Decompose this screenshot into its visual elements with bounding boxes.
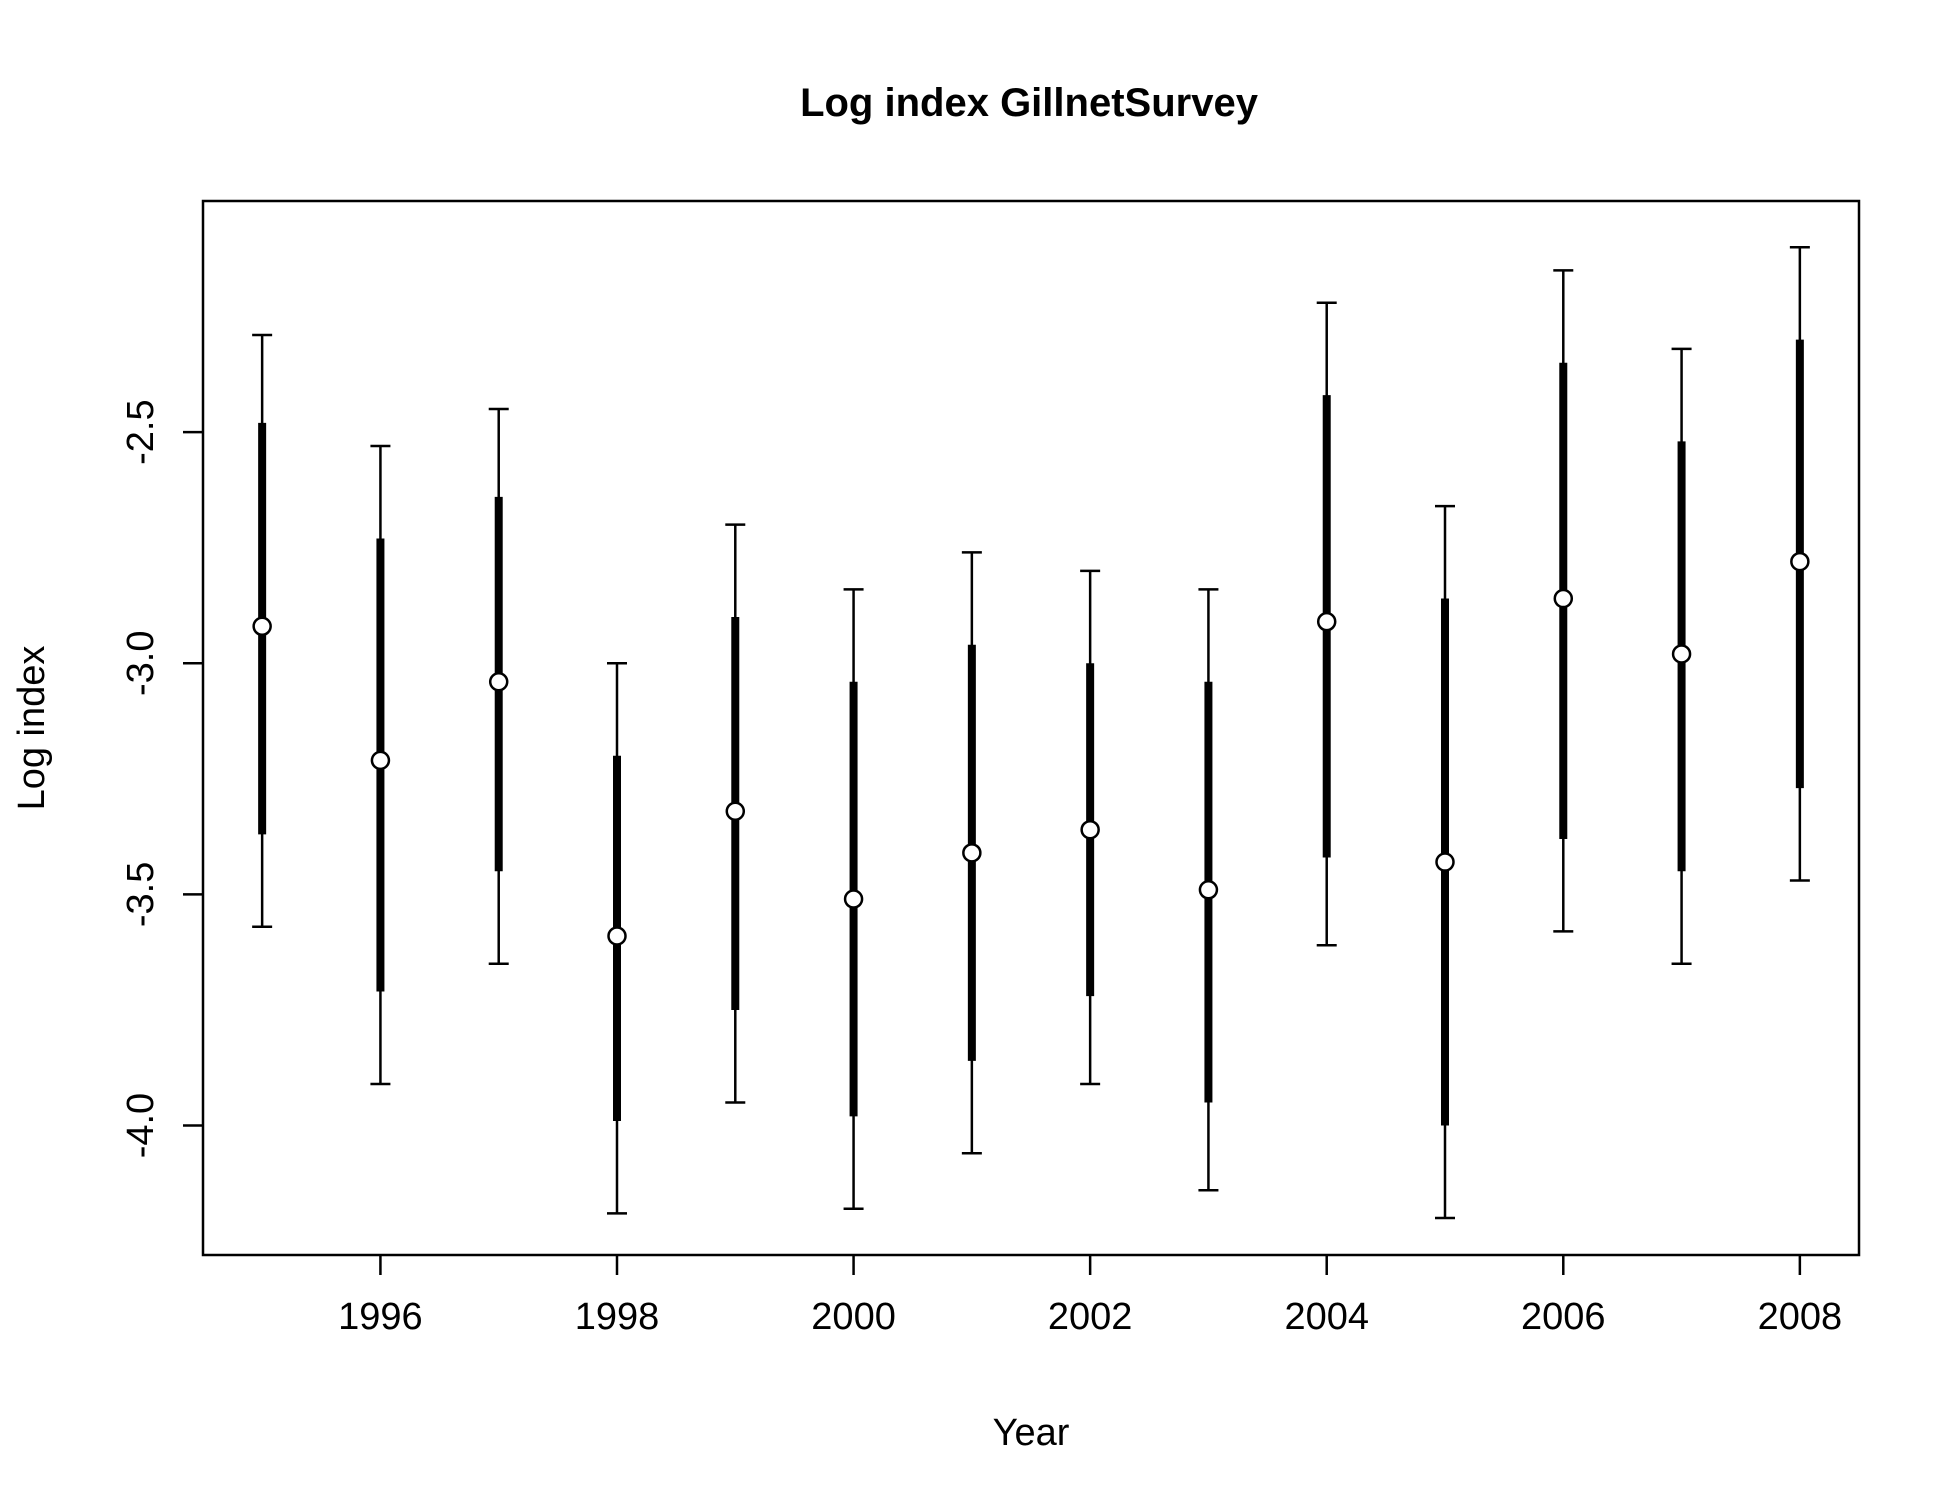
x-axis: 1996 1998 2000 2002 2004 2006 2008 <box>338 1255 1842 1338</box>
estimate-point <box>1553 588 1574 609</box>
estimate-point <box>488 672 509 692</box>
estimate-point <box>370 750 391 771</box>
estimate-point <box>1435 852 1455 872</box>
y-tick-label: -2.5 <box>120 399 162 464</box>
estimate-point <box>962 843 982 863</box>
interval-2007 <box>1671 347 1692 966</box>
interval-2003 <box>1198 588 1219 1192</box>
interval-1995 <box>252 333 273 929</box>
interval-2006 <box>1553 269 1574 933</box>
x-tick-label: 2004 <box>1284 1296 1369 1338</box>
y-tick-label: -4.0 <box>120 1093 162 1158</box>
interval-2000 <box>843 588 864 1211</box>
y-axis-label: Log index <box>11 646 53 811</box>
interval-1997 <box>488 407 509 966</box>
interval-2008 <box>1789 245 1810 882</box>
x-tick-label: 1996 <box>338 1296 423 1338</box>
interval-1996 <box>370 444 391 1086</box>
plot-frame <box>201 199 1861 1257</box>
estimate-point <box>252 616 272 637</box>
series-intervals <box>252 245 1810 1220</box>
estimate-point <box>725 801 746 821</box>
estimate-point <box>843 889 864 909</box>
y-axis: -4.0 -3.5 -3.0 -2.5 <box>120 399 203 1158</box>
x-tick-label: 2008 <box>1758 1296 1843 1338</box>
chart-title: Log index GillnetSurvey <box>800 81 1259 125</box>
interval-2001 <box>961 551 982 1155</box>
estimate-point <box>1080 819 1100 840</box>
estimate-point <box>1316 611 1337 632</box>
interval-1999 <box>725 523 746 1104</box>
x-tick-label: 1998 <box>575 1296 660 1338</box>
x-tick-label: 2000 <box>811 1296 896 1338</box>
y-tick-label: -3.0 <box>120 631 162 696</box>
estimate-point <box>1198 880 1219 900</box>
estimate-point <box>1671 644 1692 664</box>
interval-1998 <box>607 662 627 1215</box>
y-tick-label: -3.5 <box>120 862 162 927</box>
interval-2005 <box>1435 504 1455 1220</box>
estimate-point <box>607 926 627 946</box>
interval-2002 <box>1080 569 1101 1086</box>
x-axis-label: Year <box>993 1412 1070 1454</box>
estimate-point <box>1790 551 1810 572</box>
interval-2004 <box>1316 301 1337 947</box>
x-tick-label: 2006 <box>1521 1296 1606 1338</box>
x-tick-label: 2002 <box>1048 1296 1133 1338</box>
